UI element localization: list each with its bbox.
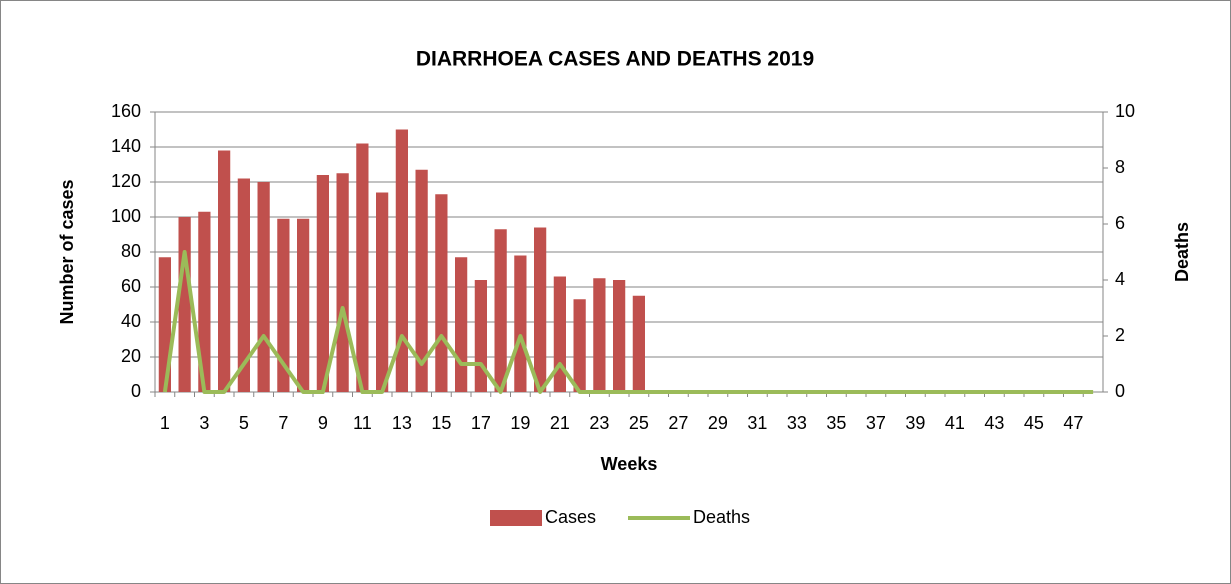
y2-tick-label: 4 [1115, 269, 1125, 289]
x-tick-label: 43 [984, 413, 1004, 433]
bar [336, 173, 349, 392]
bar [277, 218, 290, 392]
x-tick-label: 33 [787, 413, 807, 433]
bar [613, 280, 626, 392]
x-tick-label: 3 [199, 413, 209, 433]
x-tick-label: 41 [945, 413, 965, 433]
bar [356, 143, 369, 392]
bar [435, 194, 448, 392]
bar [455, 257, 468, 392]
x-tick-label: 37 [866, 413, 886, 433]
x-tick-label: 15 [431, 413, 451, 433]
y2-tick-label: 0 [1115, 381, 1125, 401]
y-tick-label: 60 [121, 276, 141, 296]
bar [198, 211, 211, 392]
x-tick-label: 1 [160, 413, 170, 433]
x-tick-label: 35 [826, 413, 846, 433]
x-tick-label: 39 [905, 413, 925, 433]
y-axis-label: Number of cases [57, 179, 77, 324]
bar [534, 227, 547, 392]
x-tick-label: 21 [550, 413, 570, 433]
bar [178, 217, 191, 392]
legend-label: Deaths [693, 507, 750, 527]
x-tick-label: 29 [708, 413, 728, 433]
bar [218, 150, 231, 392]
y2-tick-label: 8 [1115, 157, 1125, 177]
x-tick-label: 9 [318, 413, 328, 433]
bar [474, 280, 487, 392]
y-tick-label: 20 [121, 346, 141, 366]
bar [376, 192, 389, 392]
line [162, 250, 1094, 394]
x-tick-label: 47 [1063, 413, 1083, 433]
bar [316, 175, 329, 392]
y2-tick-label: 6 [1115, 213, 1125, 233]
bar [395, 129, 408, 392]
y2-axis-label: Deaths [1172, 222, 1192, 282]
y-tick-label: 80 [121, 241, 141, 261]
x-tick-label: 31 [747, 413, 767, 433]
legend-label: Cases [545, 507, 596, 527]
x-tick-label: 19 [510, 413, 530, 433]
bar [415, 169, 428, 392]
x-tick-label: 45 [1024, 413, 1044, 433]
y-tick-label: 100 [111, 206, 141, 226]
y-tick-label: 160 [111, 101, 141, 121]
x-axis-label: Weeks [601, 454, 658, 474]
legend-swatch [490, 510, 542, 526]
x-tick-label: 11 [353, 413, 372, 433]
x-tick-label: 25 [629, 413, 649, 433]
bar [593, 278, 606, 392]
bar [573, 299, 586, 392]
y-tick-label: 120 [111, 171, 141, 191]
x-tick-label: 7 [278, 413, 288, 433]
x-tick-label: 17 [471, 413, 491, 433]
y2-tick-label: 2 [1115, 325, 1125, 345]
y-tick-label: 0 [131, 381, 141, 401]
x-tick-label: 5 [239, 413, 249, 433]
chart-title: DIARRHOEA CASES AND DEATHS 2019 [416, 48, 814, 71]
y-tick-label: 40 [121, 311, 141, 331]
y-tick-label: 140 [111, 136, 141, 156]
bar [514, 255, 527, 392]
x-tick-label: 13 [392, 413, 412, 433]
bar [553, 276, 566, 392]
y2-tick-label: 10 [1115, 101, 1135, 121]
bar [494, 229, 507, 392]
bar [257, 182, 270, 392]
bar [632, 295, 645, 392]
bar [297, 218, 310, 392]
x-tick-label: 23 [589, 413, 609, 433]
bar [237, 178, 250, 392]
x-tick-label: 27 [668, 413, 688, 433]
